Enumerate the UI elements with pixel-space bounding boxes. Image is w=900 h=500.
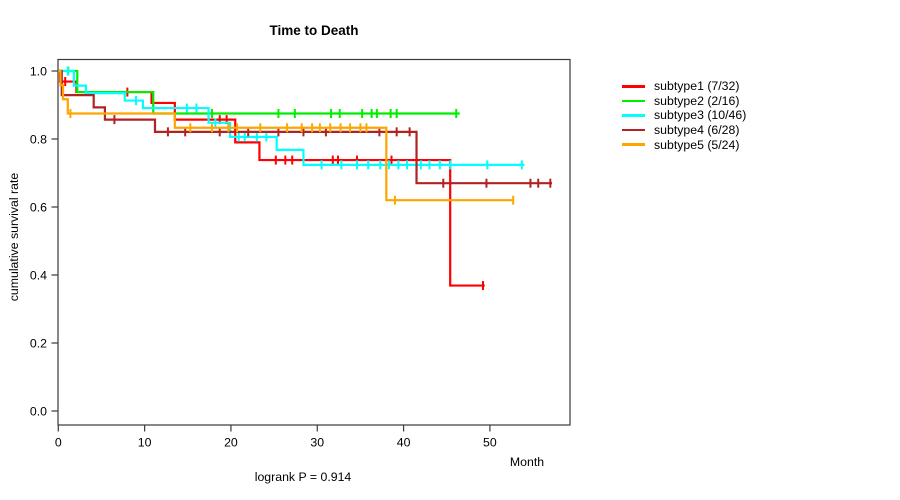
- legend-label: subtype5 (5/24): [654, 137, 740, 152]
- legend-item-subtype3: subtype3 (10/46): [622, 108, 746, 123]
- y-tick-label: 0.2: [30, 336, 47, 350]
- legend-item-subtype5: subtype5 (5/24): [622, 137, 746, 152]
- legend-label: subtype4 (6/28): [654, 122, 740, 137]
- y-axis-label: cumulative survival rate: [7, 172, 21, 302]
- series-subtype3-curve: [58, 69, 525, 166]
- series-subtype1-curve: [58, 69, 485, 287]
- legend-item-subtype1: subtype1 (7/32): [622, 79, 746, 94]
- legend-item-subtype2: subtype2 (2/16): [622, 94, 746, 109]
- logrank-p-label: logrank P = 0.914: [254, 470, 352, 484]
- y-tick-label: 0.8: [30, 132, 47, 146]
- chart-title: Time to Death: [269, 23, 359, 38]
- legend-line-swatch-subtype5: [622, 143, 645, 146]
- y-tick-label: 0.6: [30, 200, 47, 214]
- series-subtype5-curve: [58, 69, 515, 202]
- legend-line-swatch-subtype2: [622, 99, 645, 103]
- legend-item-subtype4: subtype4 (6/28): [622, 123, 746, 138]
- legend: subtype1 (7/32) subtype2 (2/16) subtype3…: [622, 79, 746, 152]
- legend-label: subtype2 (2/16): [654, 93, 740, 108]
- x-tick-label: 30: [310, 436, 324, 450]
- legend-label: subtype3 (10/46): [654, 108, 747, 123]
- legend-label: subtype1 (7/32): [654, 79, 740, 94]
- x-tick-label: 10: [138, 436, 152, 450]
- x-tick-label: 50: [483, 436, 497, 450]
- legend-line-swatch-subtype1: [622, 85, 645, 88]
- legend-line-swatch-subtype3: [622, 114, 645, 117]
- series-subtype5-censor-marks: [69, 109, 515, 205]
- x-tick-label: 0: [55, 436, 62, 450]
- y-tick-label: 1.0: [30, 64, 47, 78]
- series-subtype4-censor-marks: [113, 115, 552, 188]
- x-tick-label: 20: [224, 436, 238, 450]
- legend-line-swatch-subtype4: [622, 128, 645, 132]
- x-tick-label: 40: [397, 436, 411, 450]
- y-tick-label: 0.0: [30, 404, 47, 418]
- y-tick-label: 0.4: [30, 268, 47, 282]
- plot-box: [57, 58, 571, 426]
- x-axis-label: Month: [509, 455, 545, 469]
- series-subtype3-censor-marks: [66, 66, 523, 170]
